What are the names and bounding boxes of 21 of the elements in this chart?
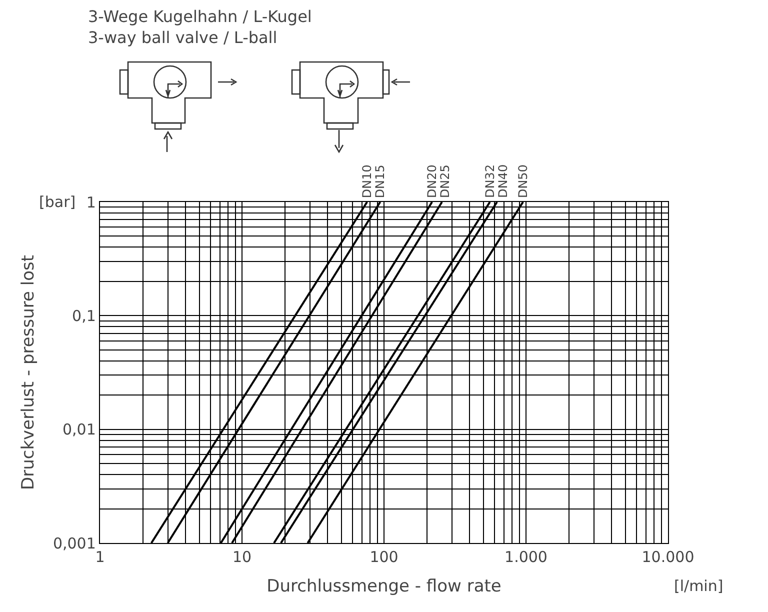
text: DN25 [438,164,452,198]
text: DN20 [425,164,440,198]
x-tick-label: 10.000 [642,548,694,566]
y-tick-label: 0,001 [52,534,96,552]
y-tick-label: 0,01 [62,420,96,439]
text: DN50 [516,164,530,198]
text: DN32 [482,164,497,198]
x-axis-title: Durchlussmenge - flow rate [266,576,502,596]
y-axis-title: Druckverlust - pressure lost [18,254,38,490]
y-tick-label: 1 [86,193,96,212]
text: DN15 [373,164,388,198]
text: [l/min] [674,577,724,595]
text: [bar] [39,193,76,211]
chart-title: 3-Wege Kugelhahn / L-Kugel [88,7,312,26]
x-tick-label: 1.000 [504,548,548,566]
x-tick-label: 100 [370,548,398,566]
y-tick-label: 0,1 [72,306,96,325]
x-tick-label: 10 [232,548,252,566]
text: DN10 [360,164,374,198]
chart-subtitle: 3-way ball valve / L-ball [88,28,278,47]
text: DN40 [496,164,510,198]
